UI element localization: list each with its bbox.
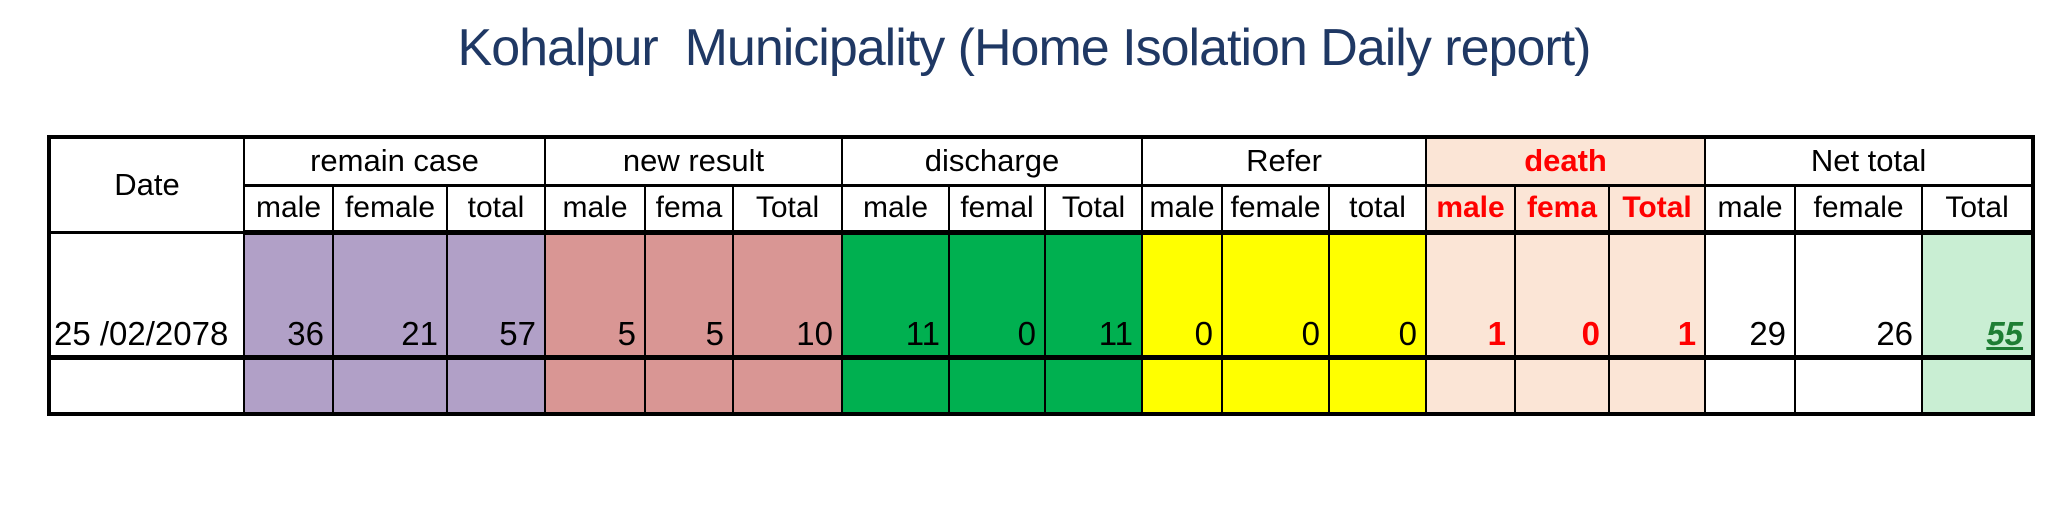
cell-discharge-female: 0 — [948, 231, 1046, 360]
cell-remain-male: 36 — [243, 231, 334, 360]
subheader-net-female: female — [1794, 184, 1924, 235]
group-header-net-total: Net total — [1704, 136, 2035, 187]
subheader-new-female: fema — [644, 184, 734, 235]
cell-refer-male: 0 — [1141, 231, 1224, 360]
subheader-net-male: male — [1704, 184, 1797, 235]
subheader-remain-male: male — [243, 184, 334, 235]
report-title: Kohalpur Municipality (Home Isolation Da… — [457, 19, 1592, 77]
home-isolation-table: Date remain case new result discharge Re… — [47, 135, 2036, 416]
subheader-new-male: male — [544, 184, 646, 235]
subheader-death-total: Total — [1608, 184, 1707, 235]
subheader-new-total: Total — [732, 184, 843, 235]
empty-cell-net-male — [1704, 356, 1797, 415]
empty-cell-refer-male — [1141, 356, 1224, 415]
cell-new-female: 5 — [644, 231, 734, 360]
empty-cell-new-total — [732, 356, 843, 415]
subheader-refer-female: female — [1221, 184, 1331, 235]
cell-remain-total: 57 — [446, 231, 546, 360]
data-row: 25 /02/2078 36 21 57 5 5 10 11 0 11 0 0 … — [48, 231, 2035, 360]
cell-new-male: 5 — [544, 231, 646, 360]
subheader-remain-total: total — [446, 184, 546, 235]
empty-cell-death-female — [1514, 356, 1611, 415]
empty-cell-remain-male — [243, 356, 334, 415]
cell-net-total: 55 — [1921, 231, 2035, 360]
empty-cell-new-male — [544, 356, 646, 415]
cell-refer-female: 0 — [1221, 231, 1331, 360]
group-header-new-result: new result — [544, 136, 843, 187]
cell-discharge-total: 11 — [1043, 231, 1144, 360]
cell-remain-female: 21 — [332, 231, 448, 360]
empty-cell-refer-total — [1328, 356, 1428, 415]
subheader-discharge-total: Total — [1043, 184, 1144, 235]
subheader-remain-female: female — [332, 184, 448, 235]
header-date: Date — [48, 136, 245, 234]
group-header-remain-case: remain case — [243, 136, 546, 187]
subheader-row: male female total male fema Total male f… — [49, 184, 2035, 235]
subheader-refer-male: male — [1141, 184, 1224, 235]
subheader-discharge-female: femal — [948, 184, 1046, 235]
empty-cell-net-total — [1921, 356, 2035, 415]
cell-net-female: 26 — [1794, 231, 1924, 360]
empty-cell-death-total — [1608, 356, 1707, 415]
empty-cell-death-male — [1425, 356, 1517, 415]
empty-cell-discharge-male — [841, 356, 950, 415]
cell-refer-total: 0 — [1328, 231, 1428, 360]
group-header-row: Date remain case new result discharge Re… — [48, 136, 2035, 234]
empty-cell-discharge-total — [1043, 356, 1144, 415]
empty-cell-remain-total — [446, 356, 546, 415]
empty-cell-net-female — [1794, 356, 1924, 415]
empty-cell-discharge-female — [948, 356, 1046, 415]
subheader-refer-total: total — [1328, 184, 1428, 235]
empty-cell-new-female — [644, 356, 734, 415]
subheader-death-male: male — [1425, 184, 1517, 235]
cell-discharge-male: 11 — [841, 231, 950, 360]
cell-death-male: 1 — [1425, 231, 1517, 360]
group-header-discharge: discharge — [840, 136, 1144, 187]
subheader-discharge-male: male — [841, 184, 950, 235]
group-header-refer: Refer — [1141, 136, 1428, 187]
empty-cell-refer-female — [1221, 356, 1331, 415]
cell-new-total: 10 — [732, 231, 843, 360]
cell-death-total: 1 — [1608, 231, 1707, 360]
cell-death-female: 0 — [1514, 231, 1611, 360]
cell-date: 25 /02/2078 — [48, 231, 245, 360]
group-header-death: death — [1425, 136, 1707, 187]
empty-row — [48, 356, 2035, 415]
empty-cell-date — [48, 356, 245, 415]
subheader-net-total: Total — [1921, 184, 2035, 235]
cell-net-male: 29 — [1704, 231, 1797, 360]
subheader-death-female: fema — [1514, 184, 1611, 235]
empty-cell-remain-female — [332, 356, 448, 415]
